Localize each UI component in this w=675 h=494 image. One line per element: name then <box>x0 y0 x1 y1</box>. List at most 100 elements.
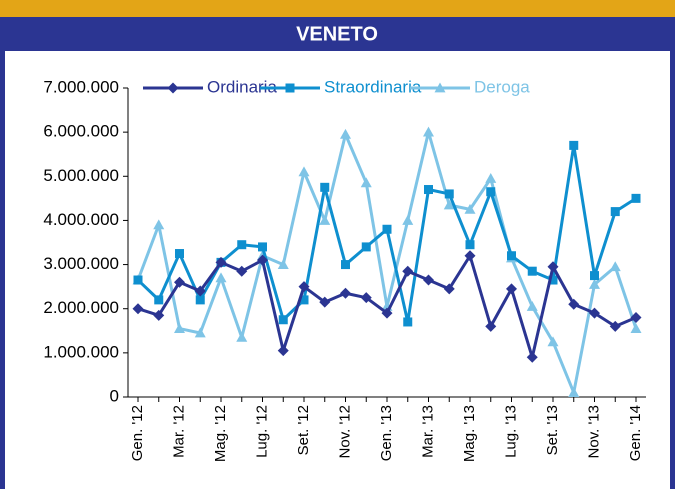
point <box>568 387 580 397</box>
point <box>195 295 205 305</box>
point <box>547 336 559 347</box>
right-border <box>670 51 675 489</box>
legend-marker <box>285 83 295 93</box>
point <box>382 224 392 234</box>
point <box>236 265 248 277</box>
point <box>174 323 185 333</box>
point <box>423 126 434 137</box>
x-tick-label: Nov. '13 <box>585 405 602 458</box>
point <box>569 140 579 150</box>
point <box>610 207 620 217</box>
point <box>340 128 351 139</box>
point <box>194 285 206 297</box>
point <box>237 240 247 250</box>
point <box>506 283 517 295</box>
point <box>590 271 599 281</box>
point <box>319 296 331 308</box>
point <box>215 272 227 283</box>
x-tick-label: Set. '13 <box>544 405 561 455</box>
point <box>630 323 642 333</box>
point <box>589 307 600 319</box>
point <box>277 345 289 357</box>
point <box>360 177 372 188</box>
point <box>278 315 288 325</box>
point <box>547 261 559 273</box>
chart-title: VENETO <box>296 23 378 45</box>
point <box>258 242 267 252</box>
point <box>465 240 475 250</box>
point <box>423 274 434 286</box>
point <box>298 281 310 293</box>
point <box>464 250 476 262</box>
point <box>298 166 310 177</box>
point <box>609 320 621 332</box>
point <box>299 295 309 305</box>
point <box>403 317 413 327</box>
x-tick-label: Nov. '12 <box>336 405 353 458</box>
point <box>527 266 537 276</box>
y-tick-label: 6.000.000 <box>43 122 119 141</box>
x-tick-label: Mar. '13 <box>419 405 436 458</box>
point <box>381 307 393 319</box>
point <box>361 242 371 252</box>
point <box>277 259 289 269</box>
x-tick-label: Mag. '13 <box>461 405 478 462</box>
point <box>444 189 454 199</box>
point <box>132 303 144 315</box>
legend-marker <box>434 82 446 93</box>
y-tick-label: 7.000.000 <box>43 77 119 96</box>
x-tick-label: Gen. '13 <box>378 405 395 461</box>
point <box>464 203 476 214</box>
y-tick-label: 5.000.000 <box>43 166 119 185</box>
point <box>609 261 621 272</box>
x-tick-label: Lug. '13 <box>502 405 519 458</box>
x-tick-label: Gen. '12 <box>129 405 146 461</box>
point <box>341 260 350 270</box>
point <box>153 309 165 321</box>
y-tick-label: 2.000.000 <box>43 298 119 317</box>
legend-label: Ordinaria <box>207 77 277 96</box>
y-tick-label: 3.000.000 <box>43 254 119 273</box>
x-tick-label: Mag. '12 <box>212 405 229 462</box>
point <box>443 283 455 295</box>
point <box>485 172 497 183</box>
header-bar <box>0 17 675 51</box>
y-tick-label: 4.000.000 <box>43 210 119 229</box>
point <box>154 295 164 305</box>
legend-label: Deroga <box>474 77 530 96</box>
legend-marker <box>167 82 179 94</box>
point <box>589 278 600 289</box>
point <box>319 214 331 225</box>
point <box>526 301 538 311</box>
left-border <box>0 51 5 489</box>
point <box>507 251 516 261</box>
point <box>402 214 414 225</box>
y-tick-label: 1.000.000 <box>43 342 119 361</box>
point <box>257 254 268 266</box>
point <box>194 327 206 338</box>
point <box>548 275 558 285</box>
point <box>568 298 580 310</box>
x-tick-label: Gen. '14 <box>627 405 644 461</box>
point <box>215 256 227 268</box>
point <box>320 182 330 192</box>
point <box>133 275 143 285</box>
x-tick-label: Lug. '12 <box>253 405 270 458</box>
point <box>443 199 455 210</box>
point <box>485 320 497 332</box>
legend-label: Straordinaria <box>324 77 422 96</box>
point <box>486 187 496 197</box>
point <box>360 292 372 304</box>
point <box>424 185 433 195</box>
top-strip <box>0 0 675 17</box>
point <box>630 312 642 324</box>
point <box>340 287 351 299</box>
point <box>153 219 165 230</box>
point <box>174 276 185 288</box>
point <box>402 265 414 277</box>
x-tick-label: Set. '12 <box>295 405 312 455</box>
point <box>175 249 184 259</box>
x-tick-label: Mar. '12 <box>170 405 187 458</box>
